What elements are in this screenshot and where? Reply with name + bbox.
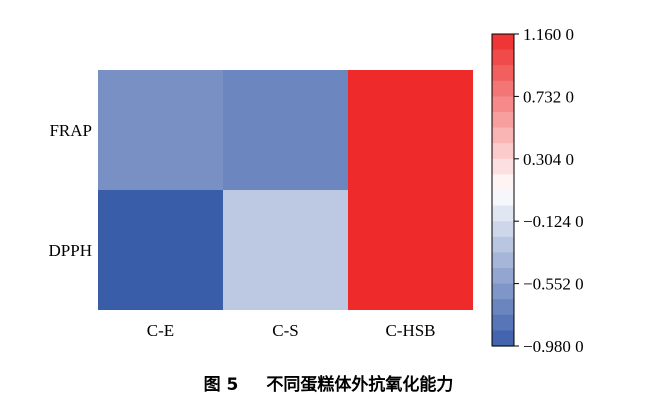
colorbar-segment [492, 96, 514, 113]
colorbar-segment [492, 127, 514, 144]
figure-caption: 图 5 不同蛋糕体外抗氧化能力 [0, 370, 657, 395]
heatmap-cell-frap-c-s [223, 70, 348, 190]
colorbar-segment [492, 314, 514, 331]
colorbar-segment [492, 330, 514, 347]
heatmap-cell-dpph-c-hsb [348, 190, 473, 310]
colorbar-segment [492, 112, 514, 129]
heatmap-cells [98, 70, 473, 310]
heatmap-cell-frap-c-e [98, 70, 223, 190]
row-labels: FRAP DPPH [49, 121, 92, 260]
colorbar-segment [492, 80, 514, 97]
colorbar-segment [492, 221, 514, 238]
colorbar-segment [492, 252, 514, 269]
colorbar-segment [492, 158, 514, 175]
colorbar-segment [492, 34, 514, 51]
colorbar-segment [492, 283, 514, 300]
colorbar-segment [492, 49, 514, 66]
figure-title: 不同蛋糕体外抗氧化能力 [266, 375, 454, 395]
heatmap-cell-dpph-c-s [223, 190, 348, 310]
figure-number: 图 5 [203, 375, 239, 395]
colorbar-segment [492, 299, 514, 316]
column-label-c-s: C-S [272, 321, 298, 340]
colorbar: 1.160 0 0.732 0 0.304 0 −0.124 0 −0.552 0 −0.… [491, 25, 584, 356]
colorbar-segment [492, 268, 514, 285]
row-label-frap: FRAP [49, 121, 92, 140]
colorbar-tick-label: −0.124 0 [523, 212, 584, 231]
colorbar-frame [491, 33, 515, 347]
colorbar-segment [492, 236, 514, 253]
heatmap-cell-frap-c-hsb [348, 70, 473, 190]
heatmap-cell-dpph-c-e [98, 190, 223, 310]
colorbar-segment [492, 174, 514, 191]
column-label-c-e: C-E [147, 321, 174, 340]
colorbar-tick-label: −0.980 0 [523, 337, 584, 356]
colorbar-tick-label: 0.732 0 [523, 87, 574, 106]
column-labels: C-E C-S C-HSB [147, 321, 436, 340]
colorbar-segment [492, 65, 514, 82]
colorbar-tick-label: 1.160 0 [523, 25, 574, 44]
colorbar-segment [492, 205, 514, 222]
column-label-c-hsb: C-HSB [385, 321, 435, 340]
colorbar-tick-label: −0.552 0 [523, 275, 584, 294]
colorbar-segment [492, 143, 514, 160]
colorbar-segment [492, 190, 514, 207]
colorbar-tick-label: 0.304 0 [523, 150, 574, 169]
row-label-dpph: DPPH [49, 241, 92, 260]
